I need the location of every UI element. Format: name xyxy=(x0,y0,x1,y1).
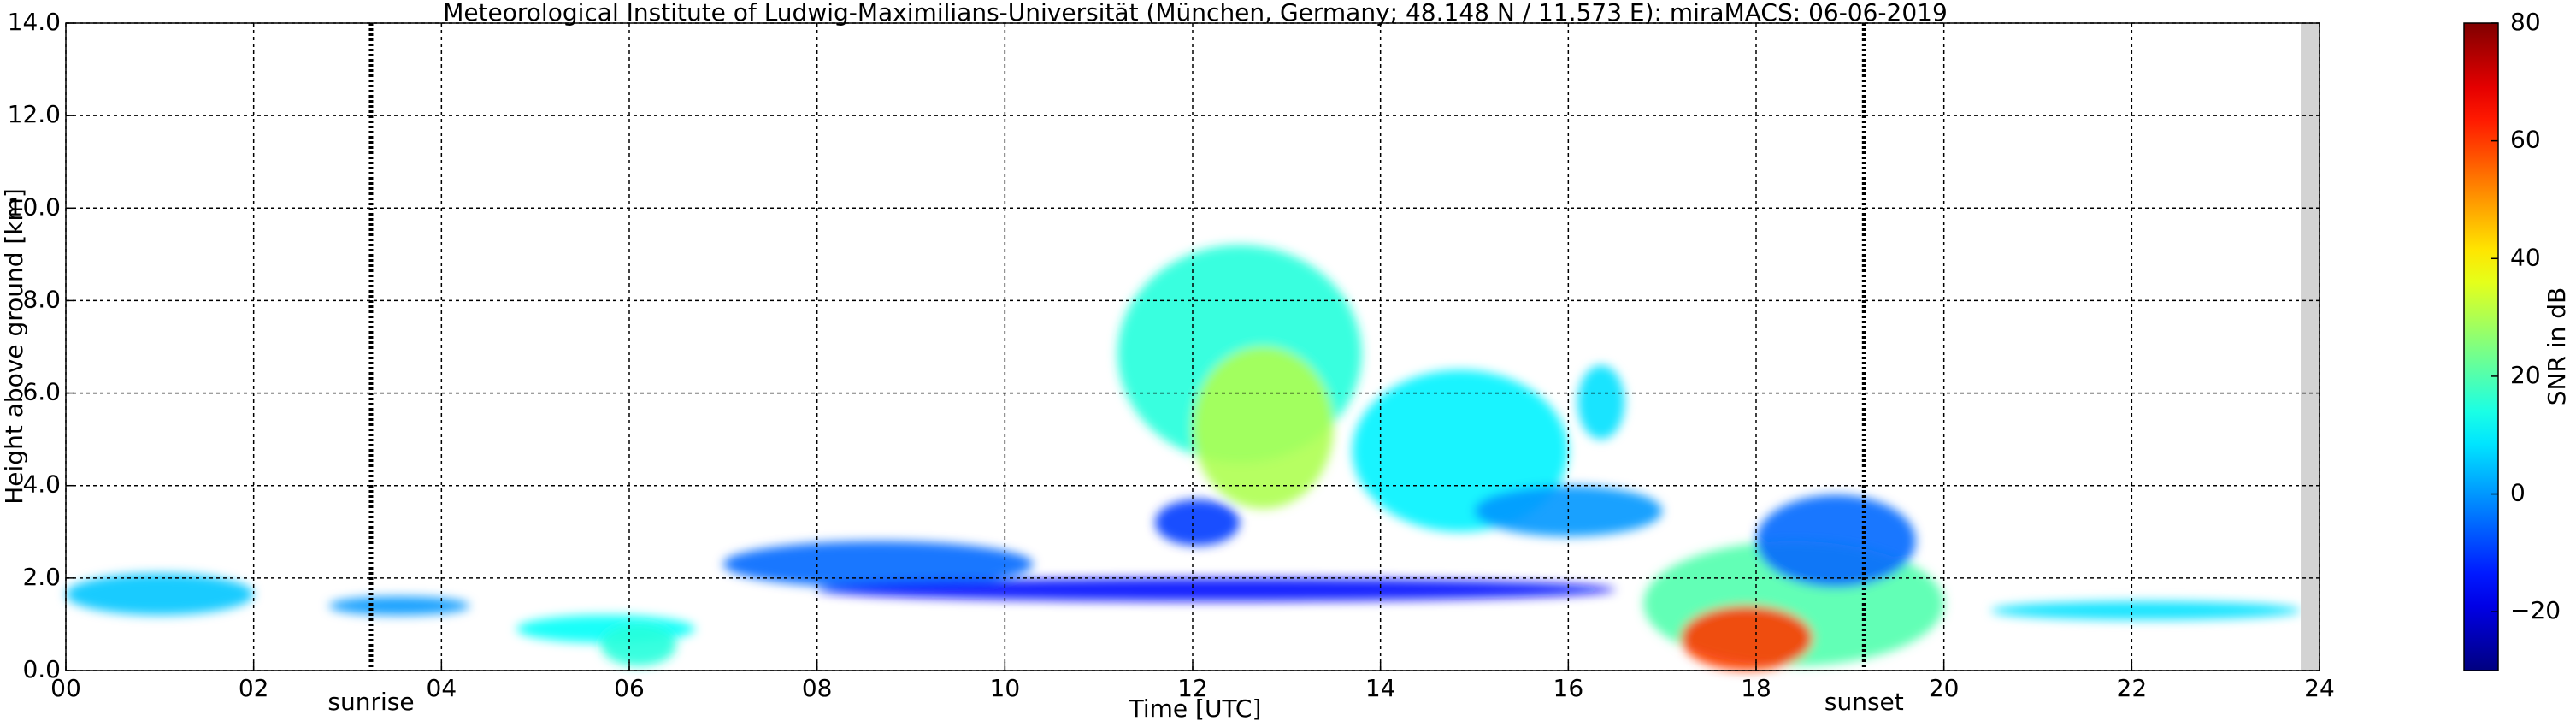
radar-echo xyxy=(1756,494,1916,588)
radar-echo xyxy=(722,541,1034,588)
y-tick-label: 14.0 xyxy=(8,8,61,36)
colorbar-tick-label: 60 xyxy=(2510,126,2541,154)
radar-echo xyxy=(328,596,470,616)
radar-echo xyxy=(816,577,1616,601)
y-tick-label: 10.0 xyxy=(8,192,61,221)
colorbar-label: SNR in dB xyxy=(2543,287,2571,405)
chart-title: Meteorological Institute of Ludwig-Maxim… xyxy=(443,0,1948,27)
radar-echo xyxy=(1155,499,1240,547)
x-tick-label: 14 xyxy=(1365,674,1396,702)
y-tick-label: 4.0 xyxy=(22,470,61,499)
x-tick-label: 24 xyxy=(2304,674,2335,702)
colorbar-tick-label: 20 xyxy=(2510,361,2541,389)
y-tick-label: 2.0 xyxy=(22,563,61,591)
radar-echo xyxy=(1990,600,2302,620)
x-tick-label: 00 xyxy=(50,674,81,702)
radar-echo xyxy=(601,624,676,666)
colorbar-tick-label: 0 xyxy=(2510,479,2526,507)
radar-echo xyxy=(65,573,254,616)
no-data-band xyxy=(2301,23,2320,671)
x-tick-label: 08 xyxy=(802,674,833,702)
y-axis-label: Height above ground [km] xyxy=(0,188,28,505)
colorbar-tick-label: 80 xyxy=(2510,8,2541,36)
x-tick-label: 04 xyxy=(427,674,457,702)
x-tick-label: 22 xyxy=(2117,674,2148,702)
x-tick-label: 06 xyxy=(614,674,645,702)
y-tick-label: 12.0 xyxy=(8,100,61,128)
x-tick-label: 02 xyxy=(239,674,269,702)
y-tick-label: 0.0 xyxy=(22,655,61,683)
y-tick-label: 6.0 xyxy=(22,378,61,406)
colorbar-tick-label: −20 xyxy=(2510,596,2561,624)
x-axis-label: Time [UTC] xyxy=(1129,694,1262,723)
annotation-label: sunrise xyxy=(327,688,414,716)
plot-frame xyxy=(65,22,2320,671)
colorbar xyxy=(2463,22,2499,671)
colorbar-tick-label: 40 xyxy=(2510,243,2541,271)
annotation-label: sunset xyxy=(1824,688,1904,716)
radar-echo xyxy=(1193,346,1334,509)
y-tick-label: 8.0 xyxy=(22,285,61,313)
x-tick-label: 10 xyxy=(990,674,1021,702)
x-tick-label: 16 xyxy=(1553,674,1584,702)
x-tick-label: 18 xyxy=(1741,674,1771,702)
x-tick-label: 12 xyxy=(1177,674,1208,702)
radar-echo xyxy=(1577,365,1625,440)
echo-layer xyxy=(65,245,2302,671)
x-tick-label: 20 xyxy=(1929,674,1960,702)
radar-echo xyxy=(1681,606,1813,671)
